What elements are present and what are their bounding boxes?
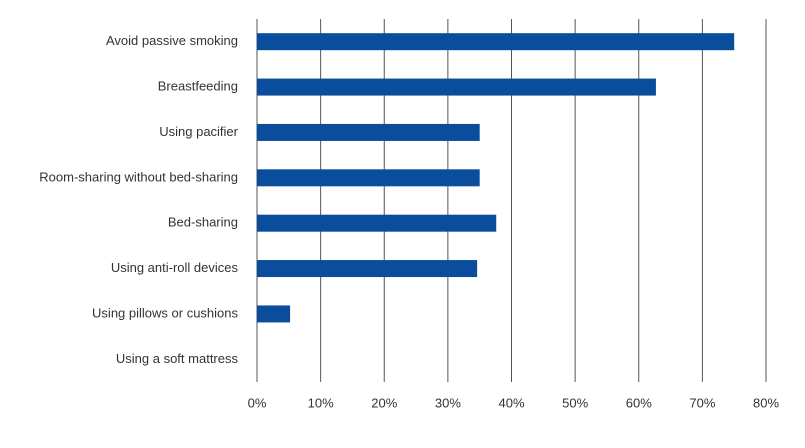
y-tick-label: Using pacifier xyxy=(159,124,238,139)
bar xyxy=(257,305,291,323)
x-tick-label: 70% xyxy=(689,395,715,410)
x-tick-label: 10% xyxy=(308,395,334,410)
bar xyxy=(257,123,480,141)
bar xyxy=(257,169,480,187)
y-tick-label: Using anti-roll devices xyxy=(111,260,239,275)
y-tick-label: Bed-sharing xyxy=(168,215,238,230)
y-tick-label: Using pillows or cushions xyxy=(92,305,238,320)
y-tick-label: Using a soft mattress xyxy=(116,351,239,366)
y-tick-label: Room-sharing without bed-sharing xyxy=(39,169,238,184)
x-tick-label: 30% xyxy=(435,395,461,410)
y-tick-label: Breastfeeding xyxy=(158,79,238,94)
x-tick-label: 50% xyxy=(562,395,588,410)
x-tick-label: 0% xyxy=(248,395,267,410)
bar xyxy=(257,33,735,51)
x-tick-label: 40% xyxy=(498,395,524,410)
bar xyxy=(257,214,497,232)
bar xyxy=(257,78,656,96)
y-tick-label: Avoid passive smoking xyxy=(106,33,238,48)
x-tick-label: 60% xyxy=(626,395,652,410)
x-tick-label: 80% xyxy=(753,395,779,410)
x-tick-label: 20% xyxy=(371,395,397,410)
bar xyxy=(257,260,478,278)
